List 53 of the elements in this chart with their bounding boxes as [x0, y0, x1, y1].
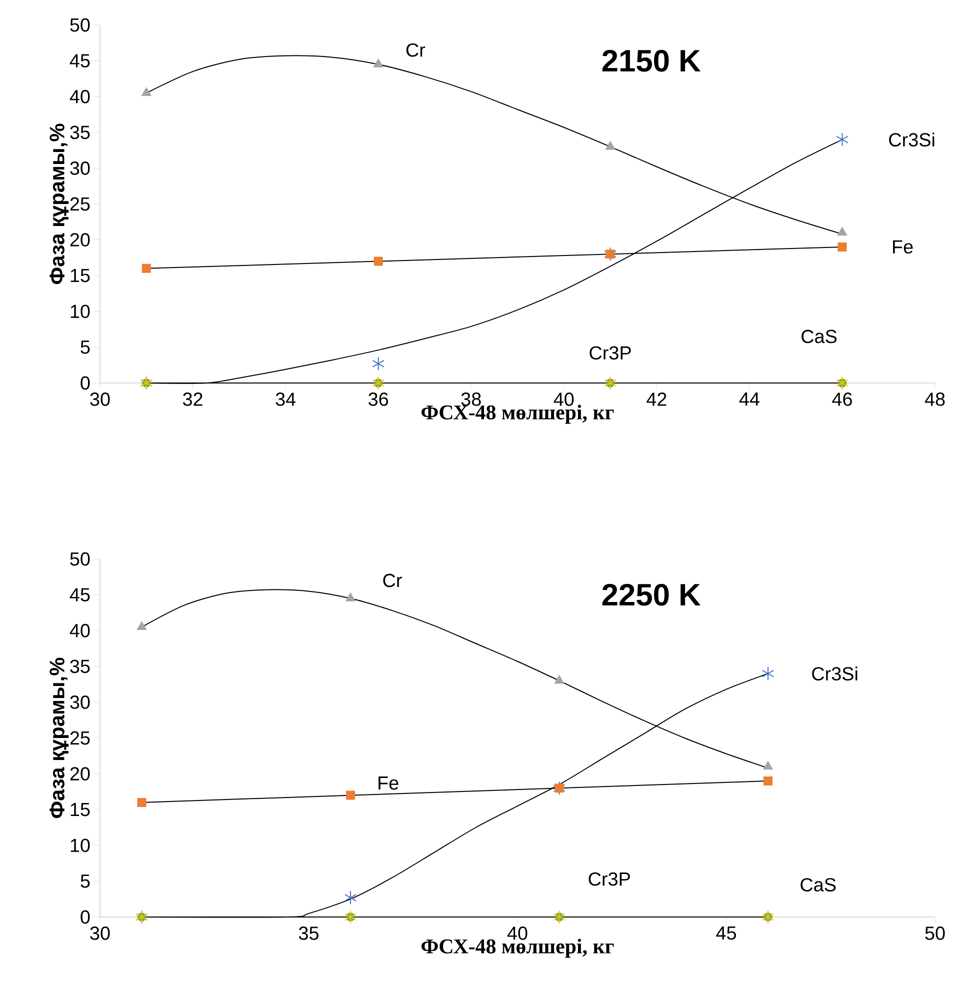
text: Cr3Si — [812, 666, 858, 681]
y-tick-label: 10 — [70, 838, 90, 852]
y-tick-label: 20 — [70, 233, 90, 246]
text: Cr3Si — [889, 132, 934, 147]
x-tick-label: 40 — [554, 392, 574, 406]
y-tick-label: 15 — [70, 268, 90, 282]
y-tick-label: 45 — [70, 588, 90, 602]
y-tick-label: 0 — [80, 910, 90, 924]
x-tick-label: 30 — [90, 926, 110, 940]
x-tick-label: 44 — [739, 392, 760, 406]
x-tick-label: 48 — [924, 392, 945, 406]
x-axis-title: ФСХ-48 мөлшері, кг — [422, 938, 614, 958]
x-tick-label: 40 — [507, 926, 528, 940]
y-tick-label: 40 — [70, 90, 90, 104]
x-tick-label: 36 — [368, 392, 388, 406]
series-label: Cr3P — [588, 872, 630, 886]
x-tick-label: 42 — [646, 392, 666, 406]
y-tick-label: 5 — [80, 874, 90, 888]
y-axis-title: Фаза құрамы,% — [50, 124, 69, 284]
y-tick-label: 25 — [70, 197, 90, 211]
y-tick-label: 40 — [70, 624, 90, 638]
y-tick-label: 15 — [70, 803, 90, 816]
x-tick-label: 34 — [276, 392, 296, 406]
y-axis-title: Фаза құрамы,% — [50, 658, 69, 818]
x-axis-title: ФСХ-48 мөлшері, кг — [422, 404, 614, 424]
y-tick-label: 35 — [70, 660, 90, 674]
y-tick-label: 30 — [70, 696, 90, 709]
series-label: Cr — [383, 574, 402, 588]
y-tick-label: 20 — [70, 767, 90, 781]
y-tick-label: 0 — [80, 376, 90, 390]
x-tick-label: 38 — [461, 392, 481, 406]
x-tick-label: 35 — [298, 926, 318, 940]
series-label: CaS — [802, 330, 837, 344]
x-tick-label: 32 — [182, 392, 202, 406]
y-tick-label: 35 — [70, 126, 90, 140]
y-tick-label: 30 — [70, 161, 90, 175]
series-label: CaS — [800, 878, 836, 892]
series-label: Cr — [406, 43, 426, 57]
y-tick-label: 25 — [70, 731, 90, 745]
x-tick-label: 45 — [716, 926, 736, 940]
y-tick-label: 5 — [80, 340, 90, 354]
x-tick-label: 50 — [925, 926, 945, 940]
x-tick-label: 30 — [90, 392, 110, 406]
text: 2250 K — [602, 584, 701, 606]
series-label: Fe — [378, 776, 398, 790]
series-label: Cr3P — [590, 346, 631, 360]
text: Fe — [893, 240, 913, 254]
x-tick-label: 46 — [832, 392, 852, 406]
y-tick-label: 45 — [70, 54, 90, 68]
text: 2150 K — [602, 50, 701, 72]
y-tick-label: 10 — [70, 304, 90, 318]
y-tick-label: 50 — [70, 18, 90, 32]
y-tick-label: 50 — [70, 552, 90, 566]
